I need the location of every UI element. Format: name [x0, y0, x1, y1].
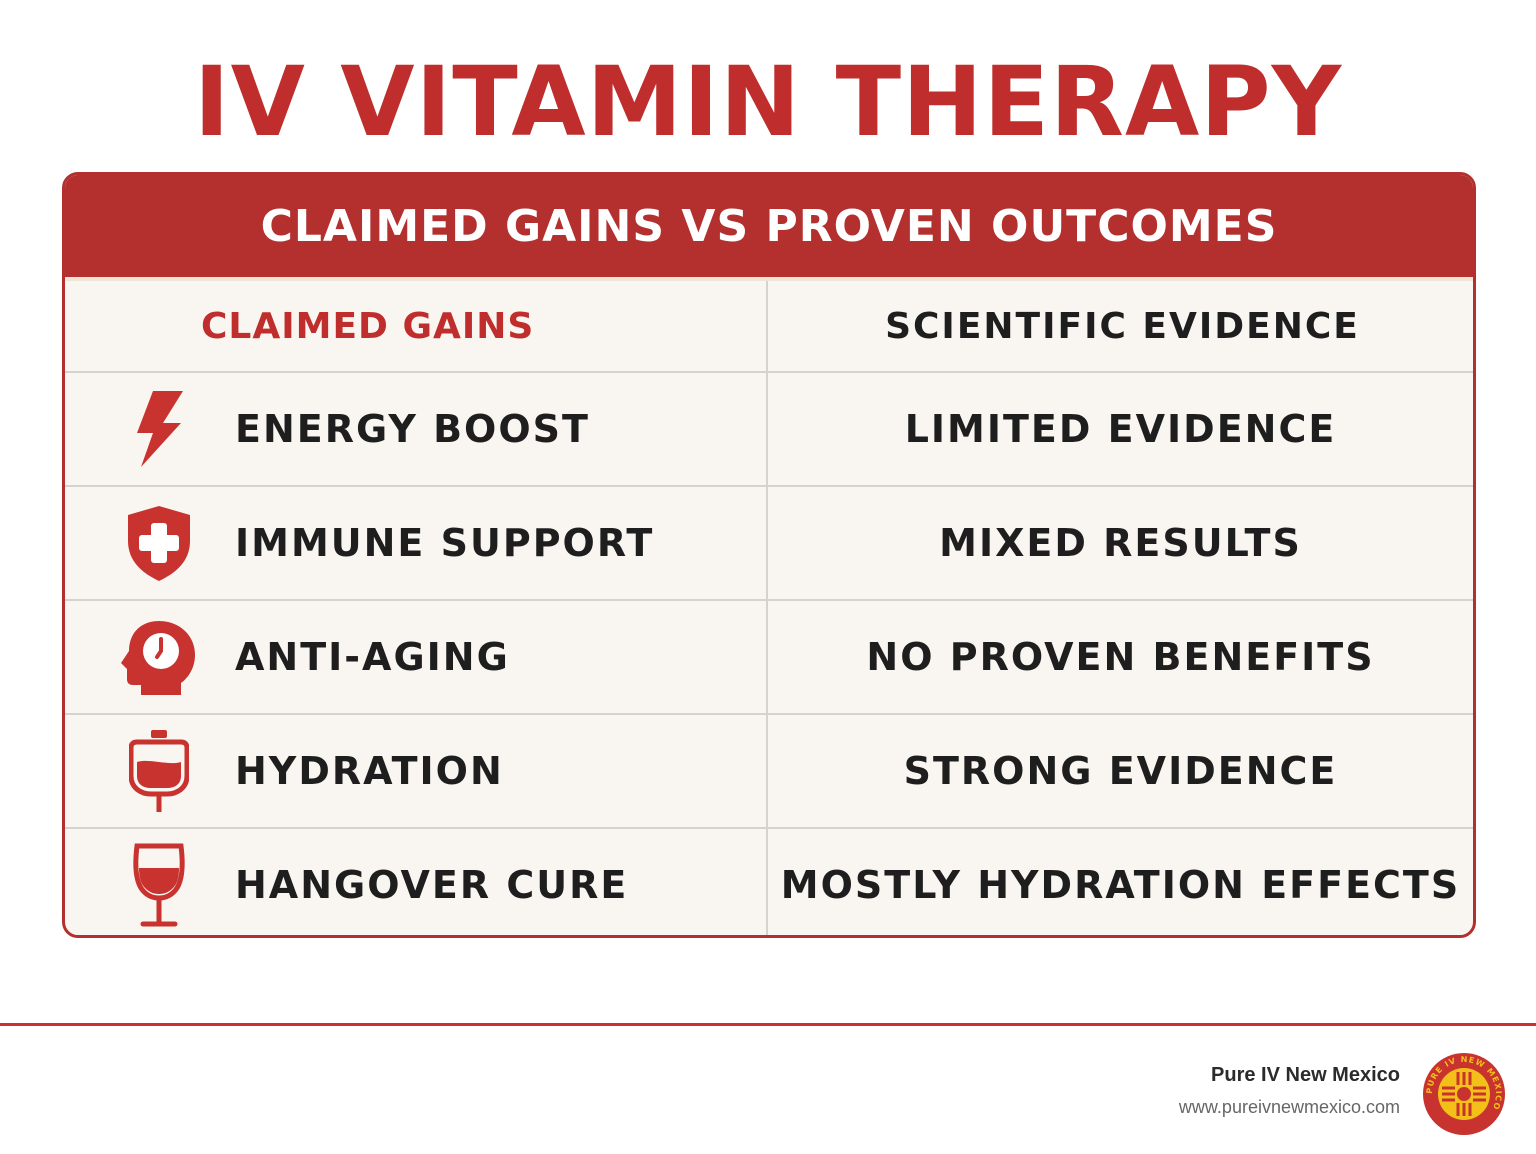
- brand-seal-logo: PURE IV NEW MEXICO: [1422, 1052, 1506, 1136]
- table-header-row: CLAIMED GAINS SCIENTIFIC EVIDENCE: [65, 281, 1473, 373]
- table-row: ANTI-AGING NO PROVEN BENEFITS: [65, 601, 1473, 715]
- claim-label: ENERGY BOOST: [235, 407, 590, 451]
- evidence-label: LIMITED EVIDENCE: [904, 407, 1337, 451]
- website-link[interactable]: www.pureivnewmexico.com: [1178, 1097, 1400, 1117]
- table-row: IMMUNE SUPPORT MIXED RESULTS: [65, 487, 1473, 601]
- claim-label: IMMUNE SUPPORT: [235, 521, 655, 565]
- page-title: IV VITAMIN THERAPY: [193, 46, 1343, 158]
- shield-cross-icon: [117, 501, 201, 585]
- claim-label: ANTI-AGING: [235, 635, 510, 679]
- comparison-table: CLAIMED GAINS VS PROVEN OUTCOMES CLAIMED…: [62, 172, 1476, 938]
- brand-name: Pure IV New Mexico: [1211, 1064, 1400, 1086]
- evidence-label: STRONG EVIDENCE: [903, 749, 1338, 793]
- head-clock-icon: [117, 615, 201, 699]
- claim-label: HYDRATION: [235, 749, 504, 793]
- footer-divider: [0, 1023, 1536, 1026]
- table-row: ENERGY BOOST LIMITED EVIDENCE: [65, 373, 1473, 487]
- claim-label: HANGOVER CURE: [235, 863, 629, 907]
- lightning-bolt-icon: [117, 387, 201, 471]
- column-header-claimed-gains: CLAIMED GAINS: [201, 305, 535, 347]
- iv-bag-icon: [117, 729, 201, 813]
- column-header-scientific-evidence: SCIENTIFIC EVIDENCE: [885, 305, 1360, 347]
- table-row: HANGOVER CURE MOSTLY HYDRATION EFFECTS: [65, 829, 1473, 935]
- table-caption: CLAIMED GAINS VS PROVEN OUTCOMES: [65, 175, 1473, 281]
- evidence-label: NO PROVEN BENEFITS: [866, 635, 1375, 679]
- evidence-label: MOSTLY HYDRATION EFFECTS: [780, 863, 1461, 907]
- wine-glass-icon: [117, 843, 201, 927]
- footer-brand: Pure IV New Mexico www.pureivnewmexico.c…: [1179, 1064, 1400, 1118]
- table-row: HYDRATION STRONG EVIDENCE: [65, 715, 1473, 829]
- evidence-label: MIXED RESULTS: [939, 521, 1302, 565]
